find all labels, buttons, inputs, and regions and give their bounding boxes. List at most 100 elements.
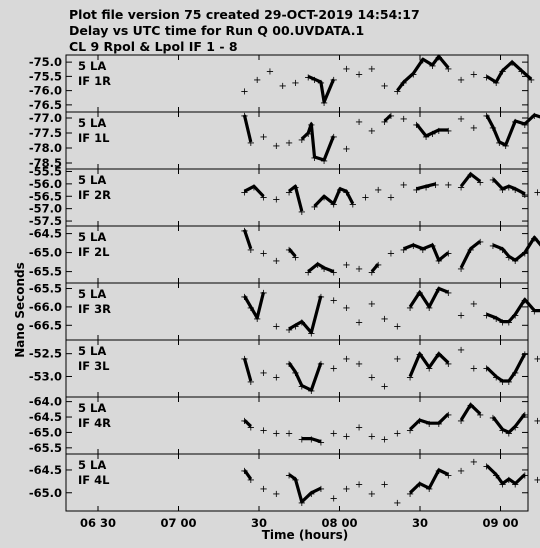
data-point: + <box>307 435 315 446</box>
data-point: + <box>320 264 328 275</box>
data-point: + <box>307 489 315 500</box>
data-point: + <box>406 489 414 500</box>
data-point: + <box>415 416 423 427</box>
data-point: + <box>530 111 538 122</box>
data-point: + <box>489 175 497 186</box>
header-line-2: Delay vs UTC time for Run Q 00.UVDATA.1 <box>69 23 364 38</box>
data-point: + <box>380 117 388 128</box>
data-point: + <box>310 75 318 86</box>
data-point: + <box>521 296 529 307</box>
data-point: + <box>498 318 506 329</box>
panel-label-antenna: 5 LA <box>78 344 106 358</box>
data-point: + <box>259 484 267 495</box>
data-point: + <box>476 237 484 248</box>
data-point: + <box>412 185 420 196</box>
data-point: + <box>387 111 395 122</box>
data-point: + <box>530 307 538 318</box>
data-point: + <box>272 256 280 267</box>
data-point: + <box>272 428 280 439</box>
data-point: + <box>489 123 497 134</box>
header-line-1: Plot file version 75 created 29-OCT-2019… <box>69 7 420 22</box>
data-point: + <box>415 288 423 299</box>
data-point: + <box>409 241 417 252</box>
y-tick-label: -52.5 <box>29 347 62 361</box>
data-point: + <box>505 377 513 388</box>
panel-label-antenna: 5 LA <box>78 116 106 130</box>
data-point: + <box>355 422 363 433</box>
data-point: + <box>329 200 337 211</box>
data-point: + <box>457 114 465 125</box>
data-point: + <box>435 126 443 137</box>
data-point: + <box>247 245 255 256</box>
data-point: + <box>320 192 328 203</box>
data-point: + <box>317 78 325 89</box>
data-point: + <box>342 187 350 198</box>
data-point: + <box>400 114 408 125</box>
data-point: + <box>259 249 267 260</box>
data-point: + <box>466 170 474 181</box>
data-point: + <box>304 129 312 140</box>
data-point: + <box>425 363 433 374</box>
data-point: + <box>444 410 452 421</box>
data-point: + <box>247 475 255 486</box>
data-point: + <box>502 141 510 152</box>
data-point: + <box>329 132 337 143</box>
y-tick-label: -75.5 <box>29 69 62 83</box>
data-point: + <box>285 471 293 482</box>
y-tick-label: -77.5 <box>29 126 62 140</box>
data-point: + <box>428 129 436 140</box>
panel-label-antenna: 5 LA <box>78 287 106 301</box>
data-point: + <box>498 245 506 256</box>
data-point: + <box>310 153 318 164</box>
data-point: + <box>406 425 414 436</box>
data-point: + <box>444 64 452 75</box>
y-tick-label: -65.5 <box>29 441 62 455</box>
data-point: + <box>355 117 363 128</box>
data-point: + <box>415 350 423 361</box>
y-tick-label: -64.5 <box>29 410 62 424</box>
data-point: + <box>422 132 430 143</box>
data-point: + <box>521 410 529 421</box>
data-point: + <box>505 252 513 263</box>
data-point: + <box>466 245 474 256</box>
data-point: + <box>511 422 519 433</box>
data-point: + <box>285 325 293 336</box>
data-point: + <box>533 187 540 198</box>
data-point: + <box>527 75 535 86</box>
data-point: + <box>511 185 519 196</box>
data-point: + <box>342 303 350 314</box>
data-point: + <box>435 350 443 361</box>
data-point: + <box>419 245 427 256</box>
data-point: + <box>253 314 261 325</box>
data-point: + <box>400 245 408 256</box>
data-point: + <box>435 285 443 296</box>
panel-label-if: IF 1L <box>78 131 110 145</box>
data-point: + <box>342 260 350 271</box>
data-point: + <box>259 368 267 379</box>
y-tick-label: -76.0 <box>29 84 62 98</box>
panel-label-if: IF 3R <box>78 302 111 316</box>
data-point: + <box>482 363 490 374</box>
data-point: + <box>247 422 255 433</box>
data-point: + <box>374 185 382 196</box>
data-point: + <box>368 489 376 500</box>
data-point: + <box>298 207 306 218</box>
panel-label-if: IF 2L <box>78 245 110 259</box>
data-point: + <box>415 480 423 491</box>
data-point: + <box>329 428 337 439</box>
data-point: + <box>320 98 328 109</box>
data-point: + <box>342 64 350 75</box>
y-tick-label: -65.0 <box>29 425 62 439</box>
panel-label-antenna: 5 LA <box>78 401 106 415</box>
data-point: + <box>342 432 350 443</box>
data-point: + <box>355 318 363 329</box>
data-point: + <box>409 70 417 81</box>
data-point: + <box>285 138 293 149</box>
data-point: + <box>498 67 506 78</box>
data-point: + <box>387 249 395 260</box>
data-point: + <box>511 368 519 379</box>
data-point: + <box>285 428 293 439</box>
data-point: + <box>329 268 337 279</box>
